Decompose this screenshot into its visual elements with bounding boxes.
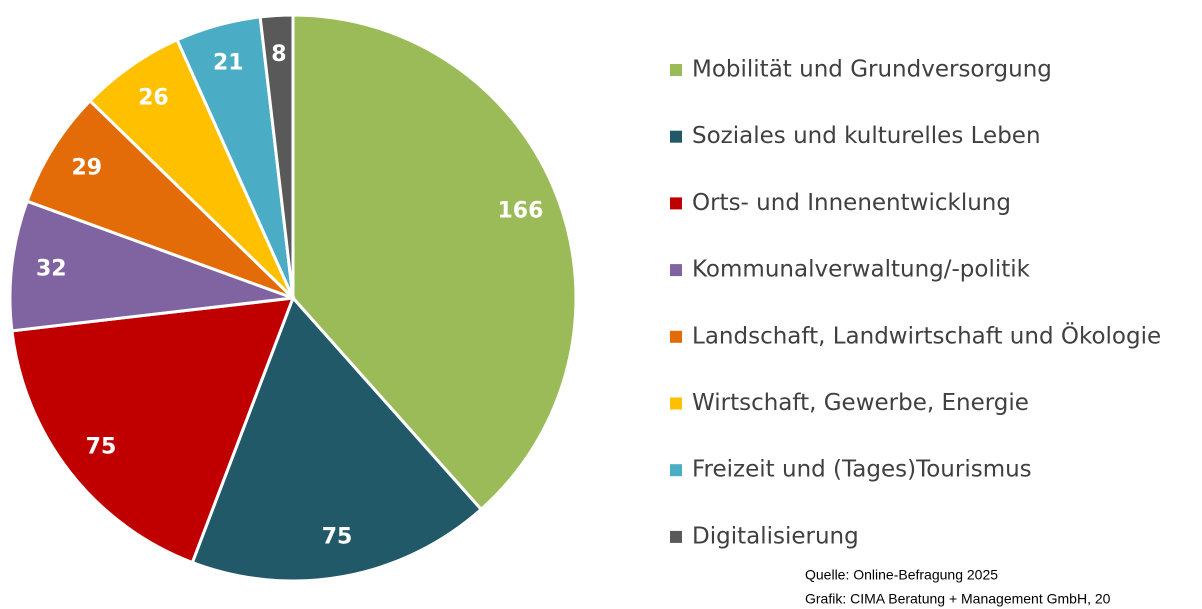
legend-swatch [670,530,682,543]
legend-label: Digitalisierung [692,523,859,549]
legend-swatch [670,197,682,210]
legend-label: Kommunalverwaltung/-politik [692,257,1031,283]
slice-label: 32 [36,257,67,282]
legend-label: Mobilität und Grundversorgung [692,57,1052,83]
slice-label: 29 [71,156,102,181]
pie-slice [10,296,296,565]
legend-label: Orts- und Innenentwicklung [692,190,1011,216]
pie-slice [190,295,484,583]
pie-slice [258,13,295,299]
legend-label: Wirtschaft, Gewerbe, Energie [692,390,1029,416]
slice-label: 26 [138,86,169,111]
legend-swatch [670,464,682,477]
legend-swatch [670,330,682,343]
legend-swatch [670,264,682,277]
legend-label: Freizeit und (Tages)Tourismus [692,457,1032,483]
slice-label: 21 [213,50,244,75]
pie-slice [291,13,578,512]
slice-label: 8 [271,42,286,67]
slice-label: 166 [497,198,543,223]
pie-slice [25,98,295,300]
source-note: Grafik: CIMA Beratung + Management GmbH,… [805,591,1111,607]
legend-label: Soziales und kulturelles Leben [692,123,1041,149]
legend-swatch [670,130,682,143]
pie-slice [8,199,294,333]
source-note: Quelle: Online-Befragung 2025 [805,567,998,583]
legend-label: Landschaft, Landwirtschaft und Ökologie [692,321,1161,349]
legend-swatch [670,397,682,410]
slice-label: 75 [322,524,353,549]
slice-label: 75 [86,435,117,460]
legend-swatch [670,64,682,76]
